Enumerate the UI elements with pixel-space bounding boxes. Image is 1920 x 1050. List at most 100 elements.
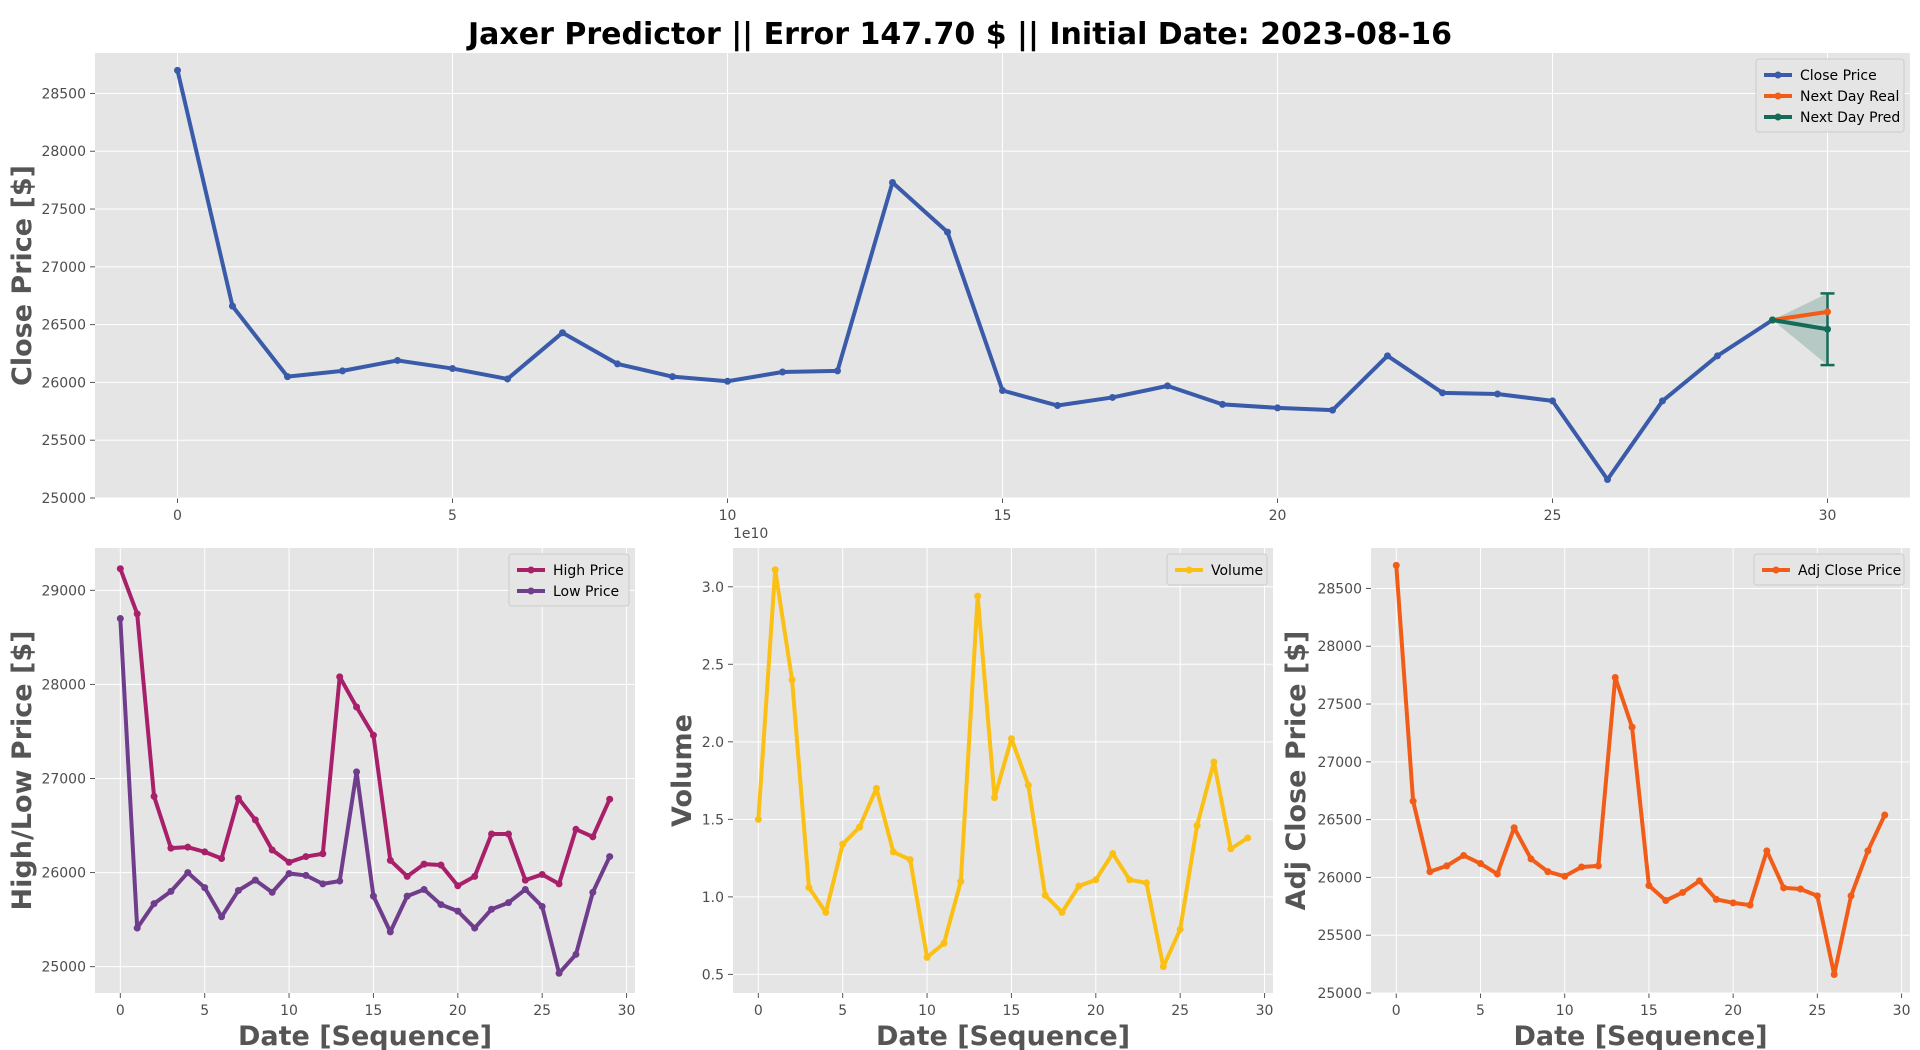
data-point [1864,847,1872,855]
data-point [1329,406,1336,414]
legend-label: High Price [553,563,624,579]
x-tick-label: 30 [618,1003,636,1019]
series-line [118,616,612,976]
data-point [614,360,621,368]
data-point [234,886,242,894]
y-axis-label: High/Low Price [$] [7,631,38,911]
y-tick-label: 2.0 [702,735,724,751]
data-point [386,856,394,864]
data-point [504,375,511,383]
data-point [1392,561,1400,569]
legend-label: Volume [1211,563,1263,579]
data-point [394,356,401,364]
plot-area [1371,548,1910,993]
data-point [268,888,276,896]
chart-close: 0 5 10 15 20 25 30 25000 25500 26000 26500 27000 275… [7,53,1910,524]
data-point [1024,781,1032,789]
data-point [1164,382,1171,390]
y-tick-label: 25500 [1317,928,1362,944]
data-point [284,373,291,381]
data-point [974,592,982,600]
x-tick-label: 25 [1171,1003,1189,1019]
data-point [133,924,141,932]
y-axis-label: Close Price [$] [7,165,38,386]
data-point [369,892,377,900]
data-point [1210,758,1218,766]
x-tick-label: 20 [1724,1003,1742,1019]
legend-label: Next Day Real [1800,89,1899,105]
x-tick-label: 10 [1556,1003,1574,1019]
data-point [150,900,158,908]
x-tick-label: 10 [280,1003,298,1019]
data-point [1662,897,1670,905]
data-point [1244,834,1252,842]
data-point [1494,390,1501,398]
data-point [1409,797,1417,805]
data-point [1746,901,1754,909]
plot-area [95,548,635,993]
x-tick-label: 30 [1893,1003,1911,1019]
data-point [201,884,209,892]
data-point [1561,872,1569,880]
data-point [1780,884,1788,892]
data-point [1058,908,1066,916]
data-point [1493,870,1501,878]
y-tick-label: 28000 [1317,639,1362,655]
y-tick-label: 27000 [1317,755,1362,771]
x-axis-label: Date [Sequence] [238,1021,492,1050]
y-tick-label: 2.5 [702,657,724,673]
x-tick-label: 15 [1003,1003,1021,1019]
data-point [437,901,445,909]
data-point [1695,877,1703,885]
data-point [218,913,226,921]
data-point [1604,476,1611,484]
y-tick-label: 0.5 [702,967,724,983]
data-point [889,178,896,186]
y-tick-label: 26500 [1317,813,1362,829]
x-tick-label: 10 [918,1003,936,1019]
data-point [856,823,864,831]
series-line [1770,309,1830,322]
series-line [756,567,1250,969]
x-tick-label: 15 [994,508,1012,524]
data-point [1578,863,1586,871]
data-point [302,853,310,861]
data-point [471,872,479,880]
legend: Close Price Next Day Real Next Day Pred [1755,58,1905,133]
data-point [1628,723,1636,731]
y-tick-label: 25000 [41,491,86,507]
data-point [229,302,236,310]
data-point [420,860,428,868]
data-point [1712,895,1720,903]
data-point [872,784,880,792]
y-tick-label: 26000 [1317,870,1362,886]
data-point [1476,860,1484,868]
data-point [403,872,411,880]
y-tick-label: 27000 [41,771,86,787]
data-point [1549,397,1556,405]
legend-box [1755,58,1905,133]
series-next-day-pred [1769,316,1831,333]
data-point [923,953,931,961]
data-point [521,876,529,884]
data-point [805,884,813,892]
data-point [336,673,344,681]
y-axis-label: Adj Close Price [$] [1281,631,1312,911]
legend-label: Next Day Pred [1800,110,1900,126]
y-tick-label: 29000 [41,583,86,599]
data-point [1142,879,1150,887]
y-tick-label: 28500 [1317,581,1362,597]
data-point [285,870,293,878]
data-point [1679,888,1687,896]
data-point [353,703,361,711]
data-point [724,377,731,385]
series-close-price [174,66,1776,484]
data-point [1384,352,1391,360]
data-point [944,228,951,236]
y-tick-label: 27500 [1317,697,1362,713]
y-tick-label: 28000 [41,144,86,160]
data-point [1274,404,1281,412]
data-point [839,840,847,848]
data-point [1714,352,1721,360]
